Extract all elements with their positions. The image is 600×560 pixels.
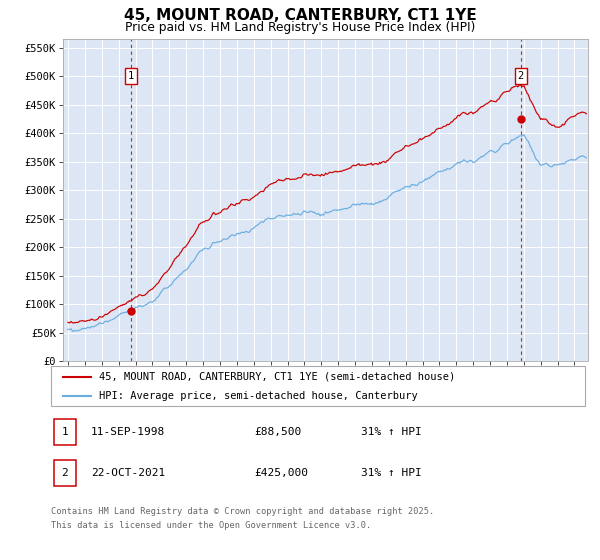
FancyBboxPatch shape — [53, 419, 76, 445]
Text: Contains HM Land Registry data © Crown copyright and database right 2025.: Contains HM Land Registry data © Crown c… — [51, 507, 434, 516]
FancyBboxPatch shape — [53, 460, 76, 487]
Text: 11-SEP-1998: 11-SEP-1998 — [91, 427, 166, 437]
Text: 45, MOUNT ROAD, CANTERBURY, CT1 1YE (semi-detached house): 45, MOUNT ROAD, CANTERBURY, CT1 1YE (sem… — [99, 372, 455, 381]
Text: This data is licensed under the Open Government Licence v3.0.: This data is licensed under the Open Gov… — [51, 521, 371, 530]
Text: HPI: Average price, semi-detached house, Canterbury: HPI: Average price, semi-detached house,… — [99, 391, 418, 401]
Text: 45, MOUNT ROAD, CANTERBURY, CT1 1YE: 45, MOUNT ROAD, CANTERBURY, CT1 1YE — [124, 8, 476, 24]
Text: Price paid vs. HM Land Registry's House Price Index (HPI): Price paid vs. HM Land Registry's House … — [125, 21, 475, 34]
Text: 31% ↑ HPI: 31% ↑ HPI — [361, 427, 421, 437]
Text: 22-OCT-2021: 22-OCT-2021 — [91, 468, 166, 478]
Text: £425,000: £425,000 — [254, 468, 308, 478]
Text: 31% ↑ HPI: 31% ↑ HPI — [361, 468, 421, 478]
Text: 2: 2 — [518, 71, 524, 81]
Text: 1: 1 — [62, 427, 68, 437]
FancyBboxPatch shape — [51, 366, 585, 406]
Text: £88,500: £88,500 — [254, 427, 301, 437]
Text: 2: 2 — [62, 468, 68, 478]
Text: 1: 1 — [128, 71, 134, 81]
